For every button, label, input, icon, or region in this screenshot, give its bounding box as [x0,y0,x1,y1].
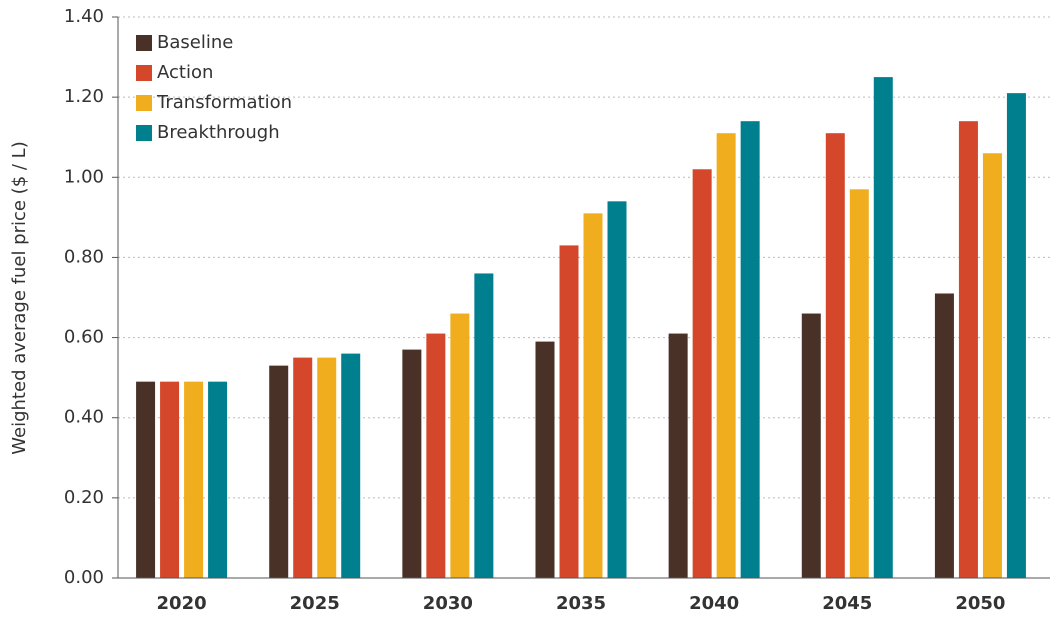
bar [160,381,180,578]
y-axis-label: Weighted average fuel price ($ / L) [9,141,30,454]
bar [958,121,978,578]
x-tick-label: 2030 [423,593,473,614]
y-tick-label: 1.00 [64,166,104,187]
bar [607,201,627,579]
bar [692,169,712,578]
legend-swatch [136,35,152,51]
bar [716,133,736,578]
bar [184,381,204,578]
bar [269,365,289,578]
bar [402,349,422,578]
y-tick-label: 0.00 [64,567,104,588]
x-tick-label: 2050 [955,593,1005,614]
x-tick-label: 2025 [290,593,340,614]
bar [426,333,446,578]
bar [873,77,893,578]
y-tick-label: 0.80 [64,246,104,267]
y-tick-label: 1.20 [64,86,104,107]
x-tick-label: 2045 [822,593,872,614]
bar [450,313,470,578]
legend-swatch [136,65,152,81]
bar [293,357,313,578]
y-tick-label: 0.20 [64,487,104,508]
bar [825,133,845,578]
legend-swatch [136,125,152,141]
bar [982,153,1002,578]
bar [474,273,494,578]
bar [208,381,228,578]
bar [934,293,954,578]
bar [341,353,361,578]
bar [535,341,555,578]
bar [849,189,869,579]
bar [668,333,688,578]
bar [317,357,337,578]
legend-label: Baseline [157,32,233,53]
bar [1006,93,1026,578]
bar [583,213,603,578]
x-tick-label: 2020 [157,593,207,614]
x-tick-label: 2040 [689,593,739,614]
y-tick-label: 0.60 [64,327,104,348]
bar [801,313,821,578]
legend-label: Transformation [156,92,292,113]
bar [136,381,156,578]
legend-swatch [136,95,152,111]
bar [740,121,760,578]
legend-label: Action [157,62,213,83]
y-tick-label: 0.40 [64,407,104,428]
y-tick-label: 1.40 [64,6,104,27]
bar [559,245,579,578]
legend-label: Breakthrough [157,122,280,143]
x-tick-label: 2035 [556,593,606,614]
